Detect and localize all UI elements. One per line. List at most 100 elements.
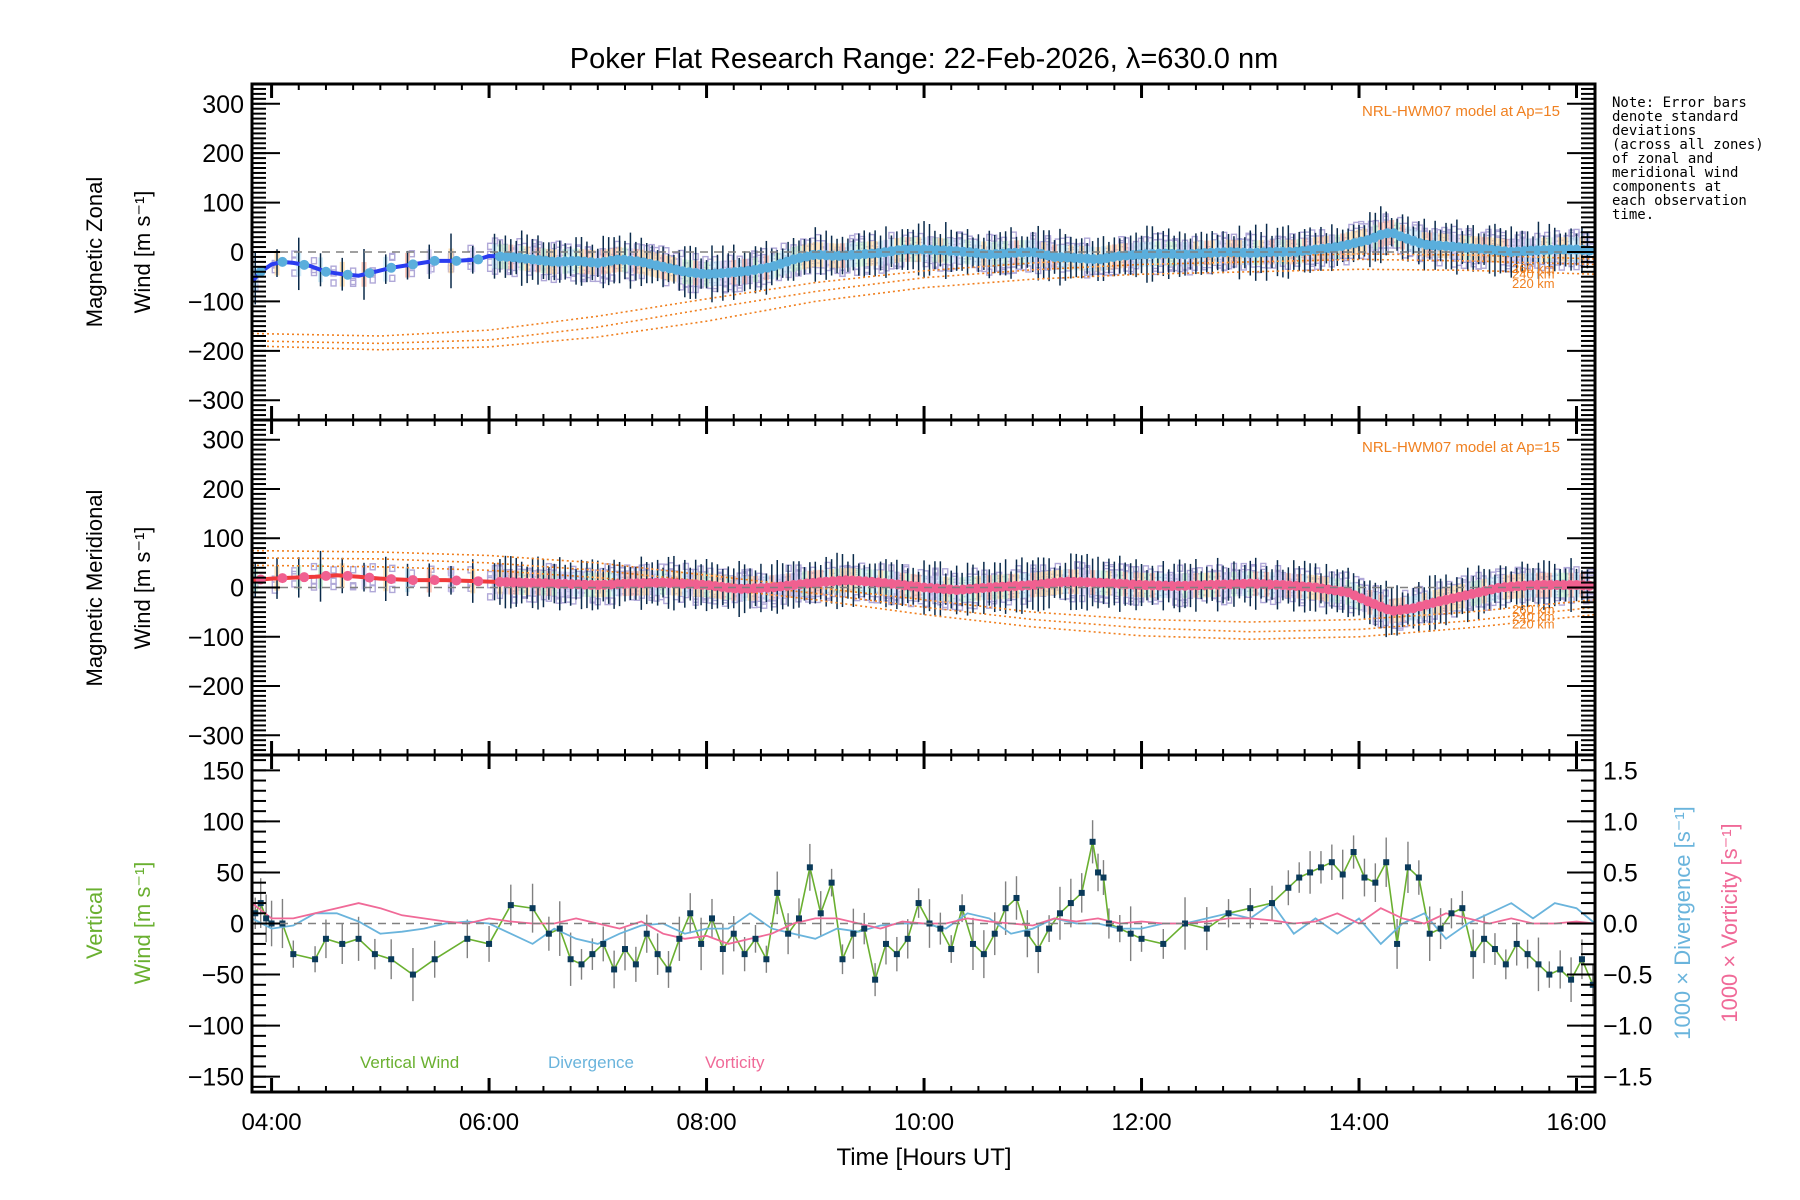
zone-measurement [971,567,978,575]
vertical-wind-point [322,935,329,942]
model-line-220km [251,564,1596,641]
y-tick-label: 300 [202,91,244,119]
vertical-wind-point [1328,859,1335,866]
vertical-wind-point [632,961,639,968]
x-tick-label: 10:00 [894,1109,954,1136]
x-tick-label: 14:00 [1329,1109,1389,1136]
y2-tick-label: 1.5 [1603,757,1638,785]
zone-measurement [1025,265,1032,273]
vertical-wind-point [1138,935,1145,942]
altitude-label: 220 km [1512,276,1555,291]
vertical-ylabel-line1: Vertical [82,887,107,959]
vertical-wind-point [611,966,618,973]
wind-point [364,268,375,279]
vertical-wind-point [600,940,607,947]
y-tick-label: 100 [202,525,244,553]
vertical-wind-point [1100,874,1107,881]
wind-point [451,575,462,586]
vertical-wind-point [1127,930,1134,937]
y2-tick-label: −1.5 [1603,1064,1652,1092]
wind-point [320,570,331,581]
vertical-wind-point [578,961,585,968]
y-tick-label: 0 [230,575,244,603]
vertical-wind-point [355,935,362,942]
zone-measurement [760,601,768,609]
vertical-wind-point [1557,966,1564,973]
vertical-wind-point [882,940,889,947]
vertical-wind-point [969,940,976,947]
zone-measurement [1313,567,1321,575]
vertical-wind-point [1339,871,1346,878]
y-tick-label: −100 [188,1013,244,1041]
vertical-wind-point [507,902,514,909]
zone-measurement [609,274,616,282]
y-tick-label: −100 [188,288,244,316]
vertical-wind-point [263,915,270,922]
vertical-wind-point [1470,951,1477,958]
vertical-wind-point [1415,874,1422,881]
y-tick-label: −100 [188,624,244,652]
vertical-ylabel: Vertical Wind [m s⁻¹] [82,862,155,985]
zone-measurement [330,566,337,574]
wind-point [277,256,288,267]
vertical-wind-point [1535,961,1542,968]
vertical-wind-point [1024,930,1031,937]
wind-point [407,259,418,270]
vertical-wind-point [915,900,922,907]
vorticity-ylabel: 1000 × Vorticity [s⁻¹] [1717,823,1742,1022]
y-tick-label: 300 [202,427,244,455]
vertical-wind-point [1383,859,1390,866]
zone-measurement [682,562,690,571]
x-tick-label: 12:00 [1112,1109,1172,1136]
vertical-ylabel-line2: Wind [m s⁻¹] [130,862,155,985]
vertical-wind-point [1296,874,1303,881]
vertical-wind-point [959,905,966,912]
wind-point [407,575,418,586]
x-tick-label: 16:00 [1546,1109,1606,1136]
y2-tick-label: 0.5 [1603,859,1638,887]
meridional-ylabel-line1: Magnetic Meridional [82,490,107,687]
zone-measurement [677,249,685,258]
vertical-wind-point [654,951,661,958]
vertical-wind-point [1247,905,1254,912]
vertical-wind-point [991,930,998,937]
vertical-wind-point [774,889,781,896]
y-tick-label: −300 [188,387,244,415]
zone-measurement [369,276,376,284]
zone-measurement [330,577,337,585]
vertical-wind-point [1067,900,1074,907]
vertical-wind-point [698,940,705,947]
y2-tick-label: −1.0 [1603,1013,1652,1041]
vertical-wind-point [817,910,824,917]
vertical-wind-point [621,946,628,953]
vertical-wind-point [1372,879,1379,886]
vertical-wind-point [1225,910,1232,917]
zone-measurement [389,252,396,261]
vertical-wind-point [1160,940,1167,947]
zone-measurement [609,597,616,605]
vertical-wind-point [1116,925,1123,932]
vertical-wind-point [1307,869,1314,876]
zone-measurement [389,564,396,573]
zone-measurement [1436,259,1443,267]
model-label: NRL-HWM07 model at Ap=15 [1362,439,1560,456]
vertical-wind-point [589,951,596,958]
vertical-wind-point [850,930,857,937]
altitude-label: 240 km [1512,609,1555,624]
vertical-wind-point [486,940,493,947]
vertical-wind-point [937,925,944,932]
vertical-wind-point [687,910,694,917]
y-tick-label: 100 [202,190,244,218]
wind-point [364,572,375,583]
zone-measurement [1402,589,1409,598]
altitude-label: 240 km [1512,266,1555,281]
zone-measurement [853,593,861,602]
zone-measurement [349,583,357,591]
vertical-wind-point [980,951,987,958]
zone-measurement [878,563,885,571]
vertical-wind-point [730,930,737,937]
zone-measurement [389,274,396,283]
zone-measurement [369,584,376,593]
